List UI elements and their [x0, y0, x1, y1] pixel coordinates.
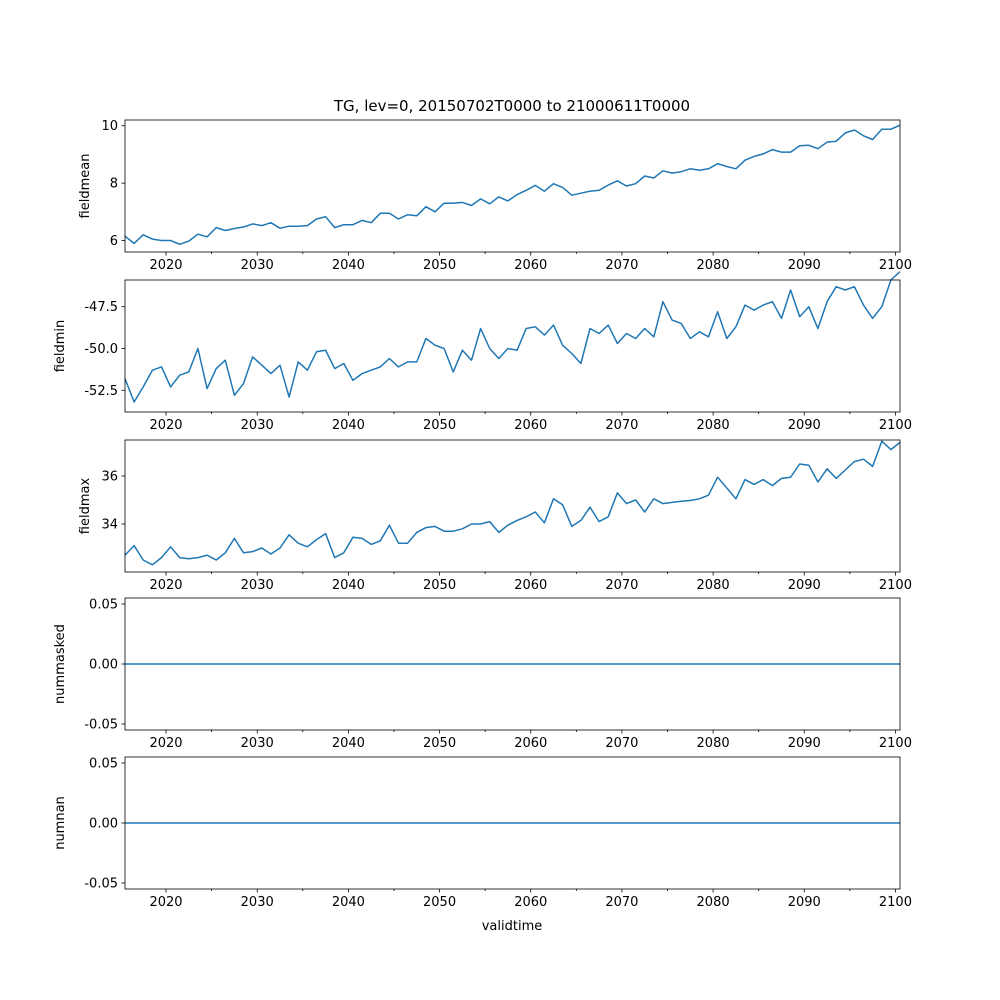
subplots: 2020 2030 2040 2050 2060 2070 2080 2090 2100 6 8 10…: [53, 119, 912, 910]
x-tick-label: 2090: [788, 258, 821, 273]
y-tick-label: 0.00: [89, 658, 118, 673]
y-axis-label: fieldmax: [78, 478, 93, 535]
subplot-nummasked: 2020 2030 2040 2050 2060 2070 2080 2090 2100 -0.0…: [53, 598, 912, 752]
y-tick-label: 10: [101, 119, 118, 134]
y-axis-label: fieldmean: [78, 154, 93, 219]
y-axis-label: fieldmin: [53, 320, 68, 373]
x-tick-label: 2060: [514, 895, 547, 910]
axes-frame: [124, 119, 901, 253]
y-axis-label: nummasked: [53, 624, 68, 704]
x-tick-label: 2020: [149, 895, 182, 910]
x-tick-label: 2050: [423, 418, 456, 433]
x-tick-label: 2030: [241, 578, 274, 593]
x-tick-label: 2090: [788, 578, 821, 593]
x-tick-label: 2060: [514, 258, 547, 273]
x-tick-label: 2100: [879, 258, 912, 273]
x-tick-label: 2040: [332, 418, 365, 433]
axes-frame: [124, 756, 901, 890]
x-tick-label: 2060: [514, 418, 547, 433]
x-tick-label: 2060: [514, 736, 547, 751]
y-tick-label: 36: [101, 470, 118, 485]
x-tick-label: 2100: [879, 418, 912, 433]
series-line-fieldmax: [124, 440, 901, 566]
x-tick-label: 2050: [423, 895, 456, 910]
x-tick-label: 2050: [423, 258, 456, 273]
x-tick-label: 2080: [697, 736, 730, 751]
x-tick-label: 2020: [149, 578, 182, 593]
y-tick-label: -47.5: [84, 300, 118, 315]
subplot-fieldmax: 2020 2030 2040 2050 2060 2070 2080 2090 2100 34 36…: [78, 439, 912, 593]
x-tick-label: 2040: [332, 736, 365, 751]
x-tick-label: 2090: [788, 418, 821, 433]
axes-frame: [124, 439, 901, 573]
x-tick-label: 2030: [241, 736, 274, 751]
series-line-fieldmean: [124, 124, 901, 246]
subplot-numnan: 2020 2030 2040 2050 2060 2070 2080 2090 2100 -0.0…: [53, 757, 912, 911]
x-tick-label: 2070: [605, 578, 638, 593]
subplot-fieldmin: 2020 2030 2040 2050 2060 2070 2080 2090 2100 -52.…: [53, 271, 912, 433]
axes-frame: [124, 279, 901, 413]
axes-frame: [124, 597, 901, 731]
subplot-fieldmean: 2020 2030 2040 2050 2060 2070 2080 2090 2100 6 8 10…: [78, 119, 912, 273]
y-tick-label: -50.0: [84, 342, 118, 357]
y-tick-label: 0.05: [89, 598, 118, 613]
y-axis-label: numnan: [53, 796, 68, 850]
x-tick-label: 2100: [879, 578, 912, 593]
y-tick-label: -52.5: [84, 384, 118, 399]
chart-title: TG, lev=0, 20150702T0000 to 21000611T000…: [333, 97, 690, 115]
x-tick-label: 2080: [697, 578, 730, 593]
x-tick-label: 2070: [605, 258, 638, 273]
x-tick-label: 2080: [697, 418, 730, 433]
x-tick-label: 2070: [605, 736, 638, 751]
y-tick-label: 34: [101, 518, 118, 533]
x-tick-label: 2040: [332, 895, 365, 910]
y-tick-label: 0.00: [89, 817, 118, 832]
x-tick-label: 2090: [788, 895, 821, 910]
x-tick-label: 2030: [241, 258, 274, 273]
x-tick-label: 2080: [697, 258, 730, 273]
x-tick-label: 2090: [788, 736, 821, 751]
x-tick-label: 2020: [149, 736, 182, 751]
x-tick-label: 2100: [879, 895, 912, 910]
x-tick-label: 2040: [332, 258, 365, 273]
x-tick-label: 2100: [879, 736, 912, 751]
x-tick-label: 2030: [241, 895, 274, 910]
x-tick-label: 2070: [605, 895, 638, 910]
x-tick-label: 2080: [697, 895, 730, 910]
x-tick-label: 2070: [605, 418, 638, 433]
series-line-fieldmin: [124, 271, 901, 403]
y-tick-label: -0.05: [84, 877, 118, 892]
y-tick-label: -0.05: [84, 718, 118, 733]
x-axis-label: validtime: [482, 919, 543, 934]
x-tick-label: 2030: [241, 418, 274, 433]
x-tick-label: 2050: [423, 736, 456, 751]
x-tick-label: 2050: [423, 578, 456, 593]
x-tick-label: 2020: [149, 258, 182, 273]
y-tick-label: 6: [110, 234, 118, 249]
y-tick-label: 8: [110, 177, 118, 192]
x-tick-label: 2060: [514, 578, 547, 593]
x-tick-label: 2020: [149, 418, 182, 433]
x-tick-label: 2040: [332, 578, 365, 593]
y-tick-label: 0.05: [89, 757, 118, 772]
